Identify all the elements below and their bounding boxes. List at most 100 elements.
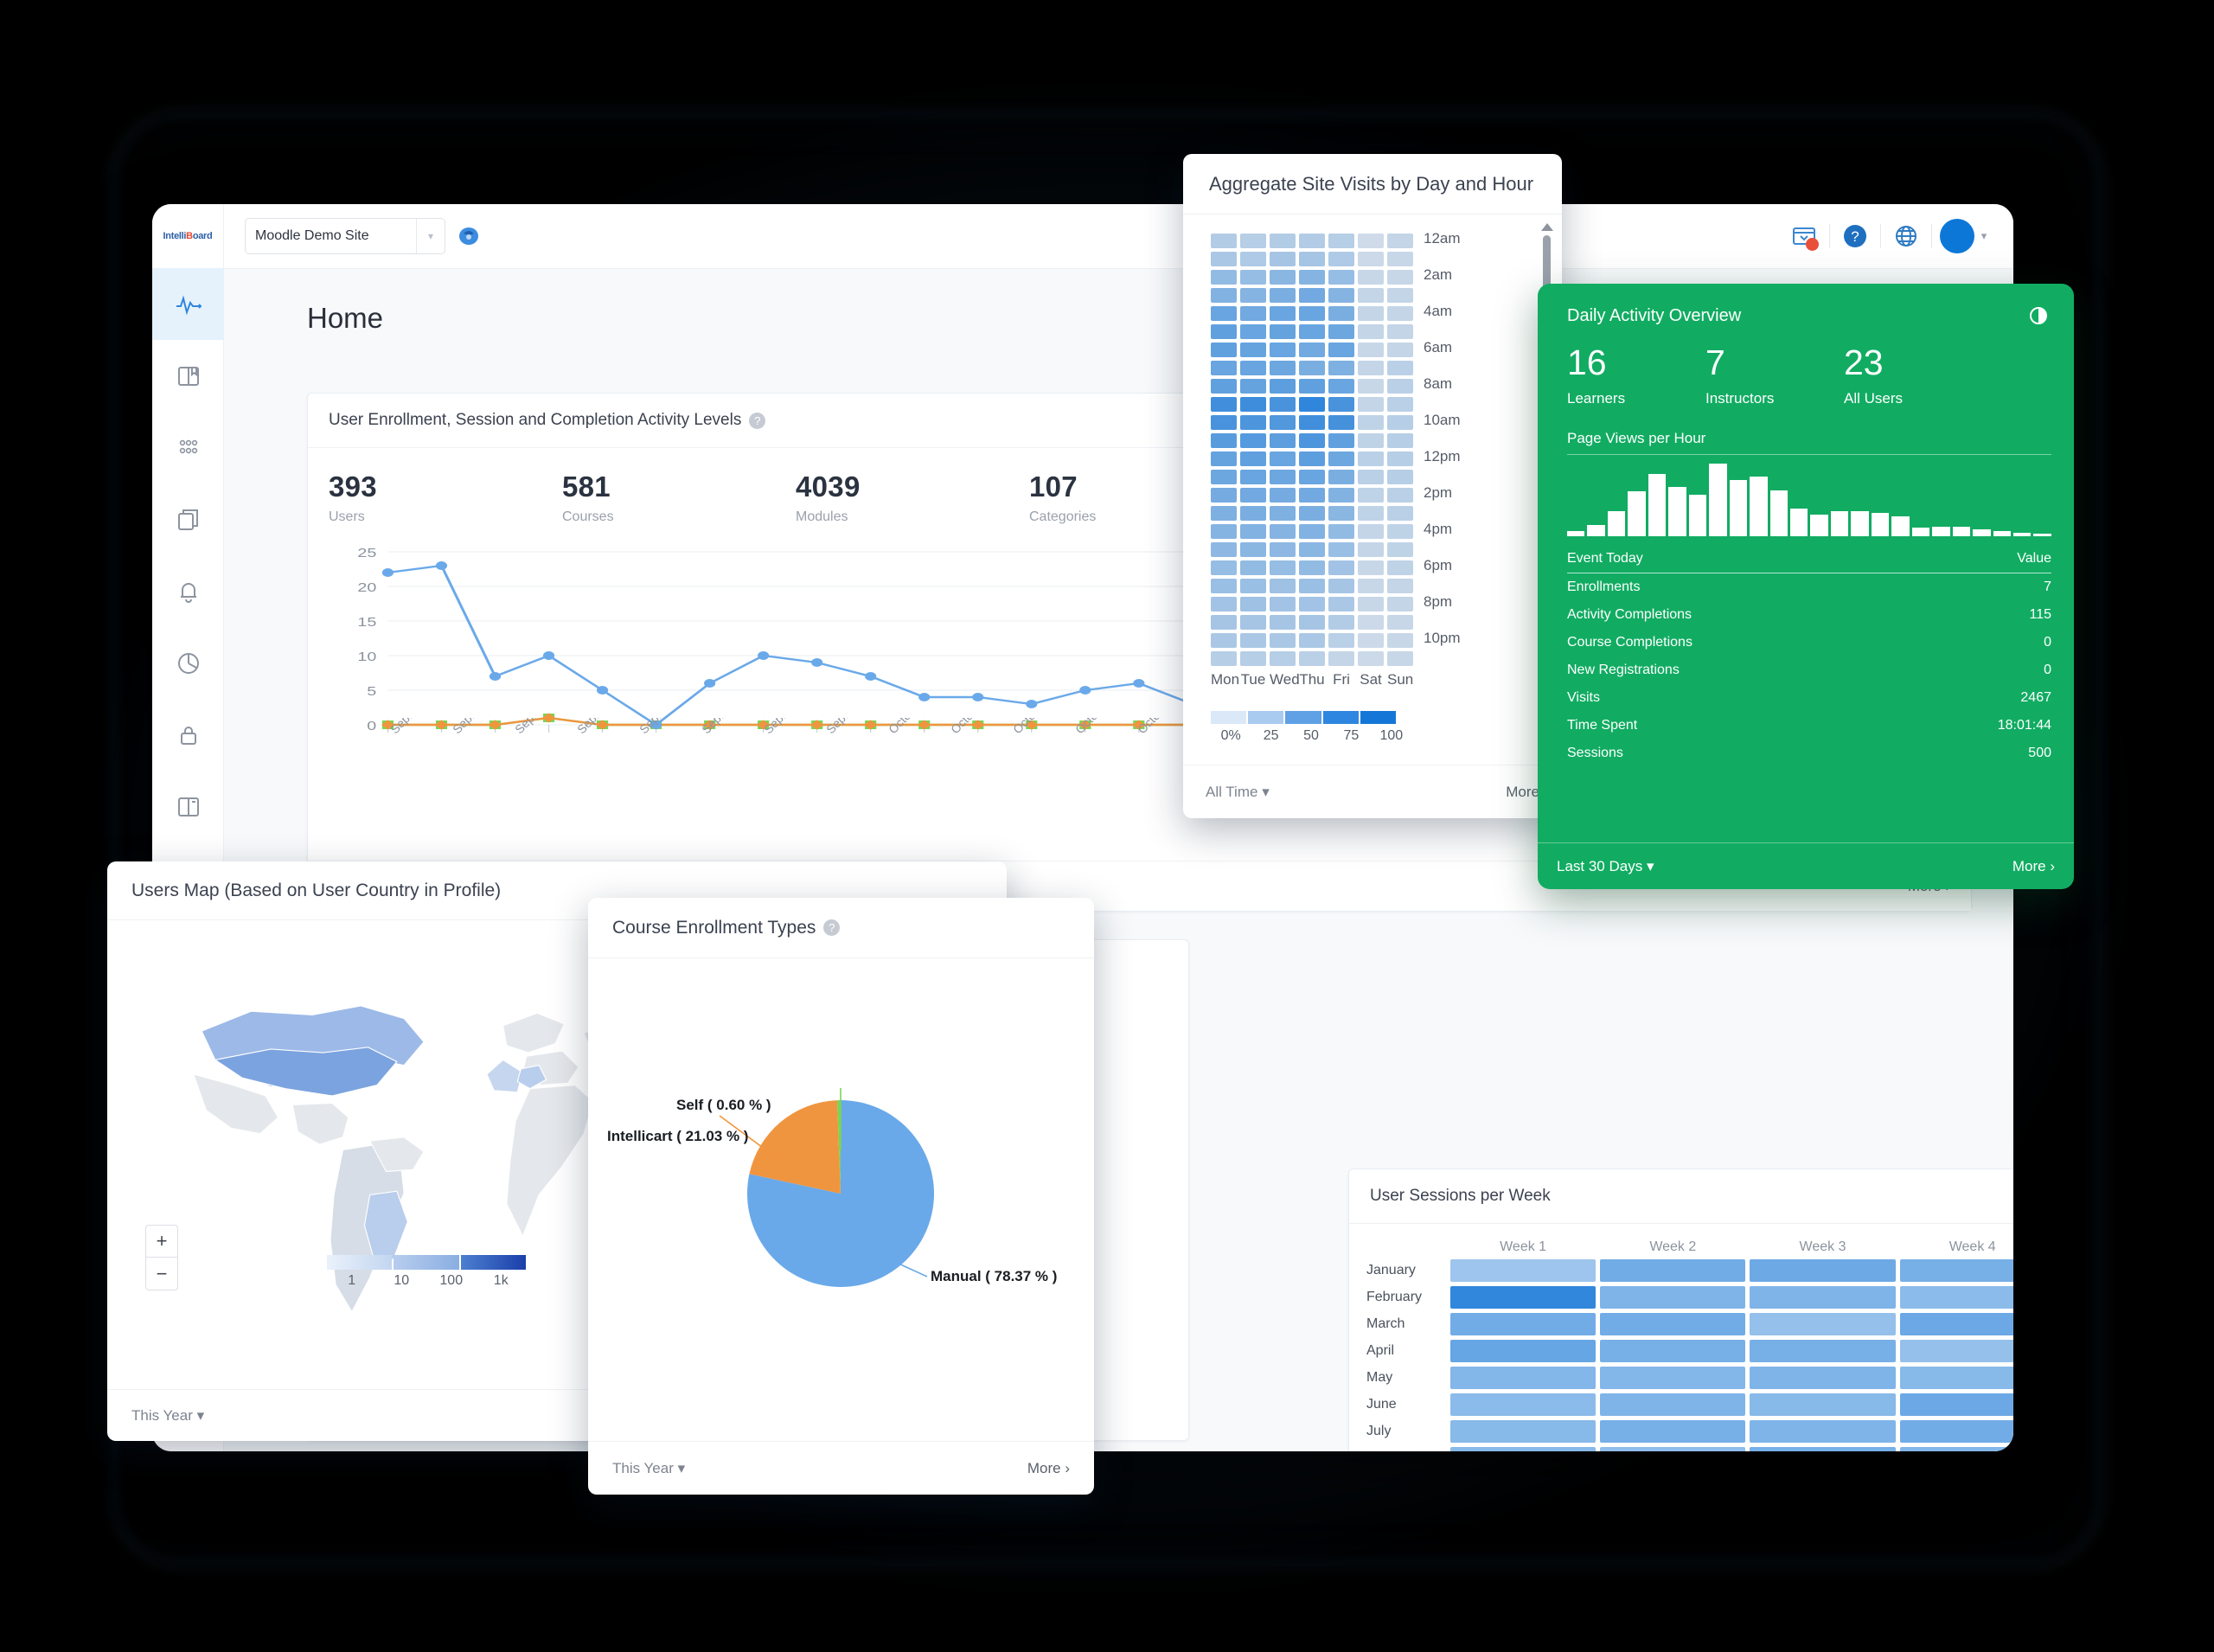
heatmap-cell[interactable] bbox=[1240, 488, 1266, 503]
heatmap-cell[interactable] bbox=[1600, 1340, 1746, 1362]
heatmap-cell[interactable] bbox=[1358, 288, 1384, 303]
heatmap-cell[interactable] bbox=[1750, 1340, 1896, 1362]
heatmap-cell[interactable] bbox=[1211, 288, 1237, 303]
brand-logo[interactable]: IntelliBoard bbox=[152, 204, 224, 268]
heatmap-cell[interactable] bbox=[1240, 324, 1266, 339]
heatmap-cell[interactable] bbox=[1387, 451, 1413, 466]
bar[interactable] bbox=[1668, 486, 1686, 536]
heatmap-cell[interactable] bbox=[1299, 597, 1325, 611]
heatmap-cell[interactable] bbox=[1299, 651, 1325, 666]
bar[interactable] bbox=[1729, 480, 1748, 536]
bar[interactable] bbox=[1750, 477, 1768, 536]
period-selector[interactable]: This Year ▾ bbox=[131, 1406, 205, 1424]
heatmap-cell[interactable] bbox=[1270, 288, 1296, 303]
more-link[interactable]: More › bbox=[1027, 1459, 1070, 1476]
heatmap-cell[interactable] bbox=[1211, 379, 1237, 394]
heatmap-cell[interactable] bbox=[1299, 288, 1325, 303]
heatmap-cell[interactable] bbox=[1299, 506, 1325, 521]
heatmap-cell[interactable] bbox=[1328, 433, 1354, 448]
heatmap-cell[interactable] bbox=[1299, 252, 1325, 266]
heatmap-cell[interactable] bbox=[1899, 1420, 2013, 1443]
heatmap-cell[interactable] bbox=[1328, 470, 1354, 484]
heatmap-cell[interactable] bbox=[1299, 542, 1325, 557]
heatmap-cell[interactable] bbox=[1387, 651, 1413, 666]
chevron-down-icon[interactable]: ▾ bbox=[427, 230, 434, 242]
heatmap-cell[interactable] bbox=[1387, 397, 1413, 412]
heatmap-cell[interactable] bbox=[1299, 415, 1325, 430]
heatmap-cell[interactable] bbox=[1358, 397, 1384, 412]
heatmap-cell[interactable] bbox=[1899, 1393, 2013, 1416]
heatmap-cell[interactable] bbox=[1270, 451, 1296, 466]
heatmap-cell[interactable] bbox=[1328, 324, 1354, 339]
heatmap-cell[interactable] bbox=[1358, 488, 1384, 503]
heatmap-cell[interactable] bbox=[1358, 343, 1384, 357]
heatmap-cell[interactable] bbox=[1899, 1447, 2013, 1451]
heatmap-cell[interactable] bbox=[1299, 470, 1325, 484]
period-selector[interactable]: Last 30 Days ▾ bbox=[1557, 857, 1654, 874]
heatmap-cell[interactable] bbox=[1299, 633, 1325, 648]
heatmap-cell[interactable] bbox=[1240, 597, 1266, 611]
heatmap-cell[interactable] bbox=[1211, 234, 1237, 248]
heatmap-cell[interactable] bbox=[1328, 542, 1354, 557]
heatmap-cell[interactable] bbox=[1328, 651, 1354, 666]
heatmap-cell[interactable] bbox=[1328, 343, 1354, 357]
heatmap-cell[interactable] bbox=[1270, 470, 1296, 484]
heatmap-cell[interactable] bbox=[1299, 488, 1325, 503]
bar[interactable] bbox=[1891, 516, 1910, 536]
sidebar-item-dots[interactable] bbox=[152, 412, 224, 483]
bar[interactable] bbox=[1567, 531, 1585, 536]
sidebar-item-activity[interactable] bbox=[152, 268, 224, 340]
heatmap-cell[interactable] bbox=[1387, 343, 1413, 357]
heatmap-cell[interactable] bbox=[1387, 415, 1413, 430]
heatmap-cell[interactable] bbox=[1358, 560, 1384, 575]
bar[interactable] bbox=[1607, 511, 1626, 536]
heatmap-cell[interactable] bbox=[1270, 343, 1296, 357]
heatmap-cell[interactable] bbox=[1240, 579, 1266, 593]
heatmap-cell[interactable] bbox=[1211, 324, 1237, 339]
heatmap-cell[interactable] bbox=[1387, 270, 1413, 285]
heatmap-cell[interactable] bbox=[1387, 488, 1413, 503]
heatmap-cell[interactable] bbox=[1387, 579, 1413, 593]
heatmap-cell[interactable] bbox=[1211, 560, 1237, 575]
heatmap-cell[interactable] bbox=[1299, 560, 1325, 575]
heatmap-cell[interactable] bbox=[1450, 1286, 1597, 1309]
heatmap-cell[interactable] bbox=[1270, 597, 1296, 611]
heatmap-cell[interactable] bbox=[1358, 361, 1384, 375]
heatmap-cell[interactable] bbox=[1358, 615, 1384, 630]
bar[interactable] bbox=[1688, 495, 1707, 536]
heatmap-cell[interactable] bbox=[1270, 615, 1296, 630]
heatmap-cell[interactable] bbox=[1450, 1313, 1597, 1335]
heatmap-cell[interactable] bbox=[1270, 579, 1296, 593]
user-avatar[interactable]: ▾ bbox=[1932, 204, 1994, 268]
bar[interactable] bbox=[1709, 464, 1727, 536]
heatmap-cell[interactable] bbox=[1358, 433, 1384, 448]
heatmap-cell[interactable] bbox=[1270, 560, 1296, 575]
heatmap-cell[interactable] bbox=[1750, 1313, 1896, 1335]
bar[interactable] bbox=[1871, 513, 1890, 536]
heatmap-cell[interactable] bbox=[1387, 524, 1413, 539]
heatmap-cell[interactable] bbox=[1387, 361, 1413, 375]
heatmap-cell[interactable] bbox=[1270, 324, 1296, 339]
sidebar-item-reports[interactable] bbox=[152, 340, 224, 412]
help-icon[interactable]: ? bbox=[749, 412, 766, 429]
bar[interactable] bbox=[1587, 524, 1605, 536]
heatmap-cell[interactable] bbox=[1450, 1340, 1597, 1362]
heatmap-cell[interactable] bbox=[1240, 270, 1266, 285]
heatmap-cell[interactable] bbox=[1270, 542, 1296, 557]
heatmap-cell[interactable] bbox=[1240, 506, 1266, 521]
heatmap-cell[interactable] bbox=[1899, 1286, 2013, 1309]
heatmap-cell[interactable] bbox=[1387, 288, 1413, 303]
heatmap-cell[interactable] bbox=[1240, 415, 1266, 430]
heatmap-cell[interactable] bbox=[1240, 361, 1266, 375]
heatmap-cell[interactable] bbox=[1600, 1447, 1746, 1451]
contrast-icon[interactable] bbox=[2029, 306, 2048, 330]
heatmap-cell[interactable] bbox=[1358, 451, 1384, 466]
heatmap-cell[interactable] bbox=[1211, 361, 1237, 375]
sidebar-item-analytics[interactable] bbox=[152, 627, 224, 699]
sidebar-item-alerts[interactable] bbox=[152, 555, 224, 627]
heatmap-cell[interactable] bbox=[1240, 288, 1266, 303]
heatmap-cell[interactable] bbox=[1240, 234, 1266, 248]
heatmap-cell[interactable] bbox=[1387, 597, 1413, 611]
bar[interactable] bbox=[2033, 534, 2051, 536]
more-link[interactable]: More bbox=[1506, 783, 1539, 800]
